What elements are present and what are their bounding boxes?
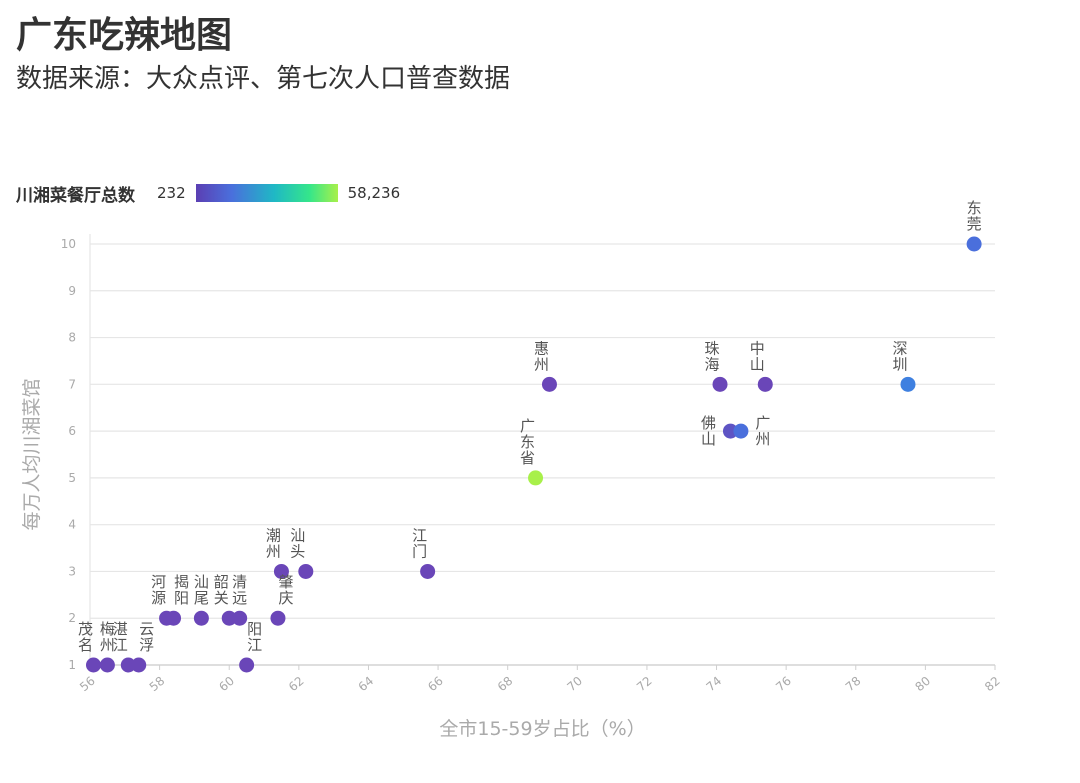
y-tick-label: 1 [68,658,76,672]
data-point[interactable] [298,563,314,579]
y-axis-title: 每万人均川湘菜馆 [21,378,43,530]
data-point[interactable] [120,657,136,673]
data-point[interactable] [722,423,738,439]
data-points [85,236,982,673]
legend-color-bar [195,184,338,202]
x-tick-label: 80 [912,674,933,695]
x-tick-label: 58 [147,674,168,695]
point-label: 潮州 [266,526,281,560]
x-tick-label: 78 [843,674,864,695]
data-point[interactable] [733,423,749,439]
legend-max-label: 58,236 [347,184,401,202]
point-label: 阳江 [247,620,262,654]
x-axis-title: 全市15-59岁占比（%） [439,718,645,740]
data-point[interactable] [232,610,248,626]
data-point[interactable] [528,470,544,486]
data-point[interactable] [85,657,101,673]
y-tick-label: 2 [68,611,76,625]
point-label: 汕尾 [194,573,209,607]
point-label: 清远 [232,573,247,607]
point-label: 汕头 [290,526,305,560]
y-tick-label: 6 [68,424,76,438]
y-tick-label: 9 [68,284,76,298]
data-point[interactable] [757,376,773,392]
point-label: 深圳 [892,339,907,373]
point-label: 河源 [151,573,166,607]
point-label: 江门 [412,526,427,560]
data-point[interactable] [712,376,728,392]
x-tick-label: 72 [634,674,655,695]
y-tick-label: 7 [68,377,76,391]
point-label: 广东省 [520,417,535,467]
chart-title: 广东吃辣地图 [16,15,233,56]
x-tick-label: 56 [77,674,98,695]
x-tick-label: 82 [982,674,1003,695]
color-legend: 川湘菜餐厅总数 232 58,236 [16,181,401,206]
data-point[interactable] [900,376,916,392]
x-tick-label: 60 [216,674,237,695]
point-label: 广州 [755,414,770,448]
x-tick-label: 64 [356,674,377,695]
data-point[interactable] [131,657,147,673]
point-label: 云浮 [139,620,154,654]
chart-subtitle: 数据来源：大众点评、第七次人口普查数据 [16,64,511,94]
legend-min-label: 232 [157,184,186,202]
point-label: 揭阳 [174,573,189,607]
data-point[interactable] [166,610,182,626]
point-label: 茂名 [78,620,93,654]
point-label: 肇庆 [278,573,293,607]
x-tick-label: 74 [704,674,725,695]
data-point[interactable] [221,610,237,626]
data-point[interactable] [270,610,286,626]
data-point[interactable] [99,657,115,673]
x-tick-label: 62 [286,674,307,695]
point-label: 梅州 [100,620,115,654]
legend-title: 川湘菜餐厅总数 [16,185,135,206]
point-label: 佛山 [701,414,716,448]
x-tick-label: 76 [773,674,794,695]
data-point[interactable] [966,236,982,252]
point-label: 惠州 [534,339,549,373]
data-point[interactable] [193,610,209,626]
data-point[interactable] [273,563,289,579]
y-tick-label: 3 [68,564,76,578]
data-point[interactable] [541,376,557,392]
y-tick-label: 10 [61,237,76,251]
x-tick-label: 70 [564,674,585,695]
x-tick-label: 68 [495,674,516,695]
point-label: 韶关 [214,573,229,607]
y-tick-label: 4 [68,518,76,532]
point-label: 中山 [750,339,765,373]
point-label: 湛江 [113,620,128,654]
data-point[interactable] [420,563,436,579]
data-point[interactable] [239,657,255,673]
point-label: 珠海 [705,339,720,373]
x-tick-label: 66 [425,674,446,695]
point-label: 东莞 [967,199,982,233]
y-tick-label: 8 [68,331,76,345]
y-tick-label: 5 [68,471,76,485]
